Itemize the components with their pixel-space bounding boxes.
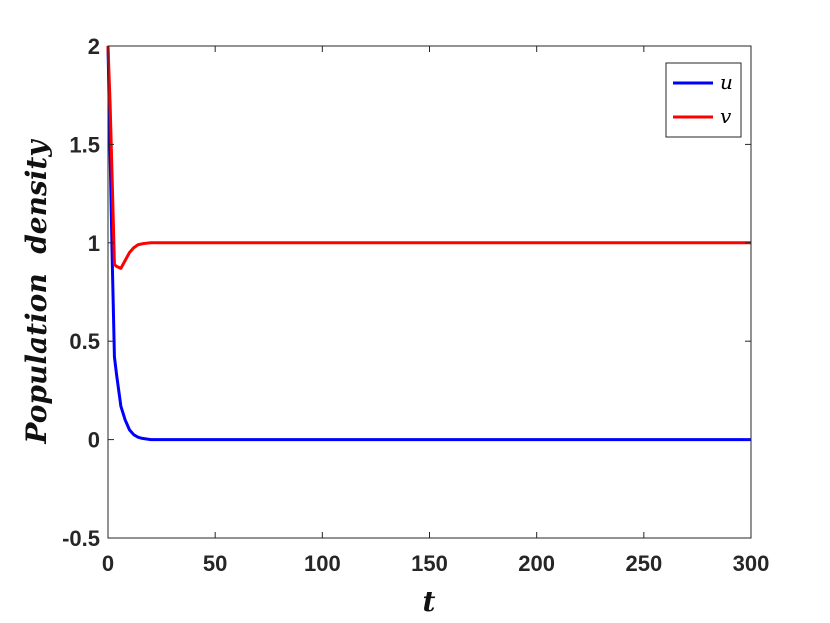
y-tick-label: 2 <box>88 34 100 59</box>
y-tick-label: 0 <box>88 428 100 453</box>
x-tick-label: 100 <box>304 551 341 576</box>
x-tick-label: 150 <box>411 551 448 576</box>
x-tick-label: 200 <box>518 551 555 576</box>
legend: u v <box>665 62 742 138</box>
legend-v-label: v <box>720 104 732 128</box>
y-tick-label: 1.5 <box>69 132 100 157</box>
x-tick-label: 50 <box>203 551 227 576</box>
x-axis-label: t <box>423 585 436 618</box>
y-tick-label: 0.5 <box>69 329 100 354</box>
y-axis-label: Population density <box>20 139 53 445</box>
ticks-layer: 0 50 100 150 200 250 300-0.500.511.52 <box>62 34 769 576</box>
y-tick-label: -0.5 <box>62 526 100 551</box>
legend-box <box>665 62 742 138</box>
series-line-u <box>106 45 751 442</box>
y-tick-label: 1 <box>88 231 100 256</box>
x-tick-label: 300 <box>733 551 770 576</box>
plot-area-background <box>108 46 751 538</box>
series-layer <box>106 45 751 442</box>
series-line-v <box>106 45 751 270</box>
x-tick-label: 250 <box>625 551 662 576</box>
x-tick-label: 0 <box>102 551 114 576</box>
legend-u-label: u <box>720 70 733 94</box>
